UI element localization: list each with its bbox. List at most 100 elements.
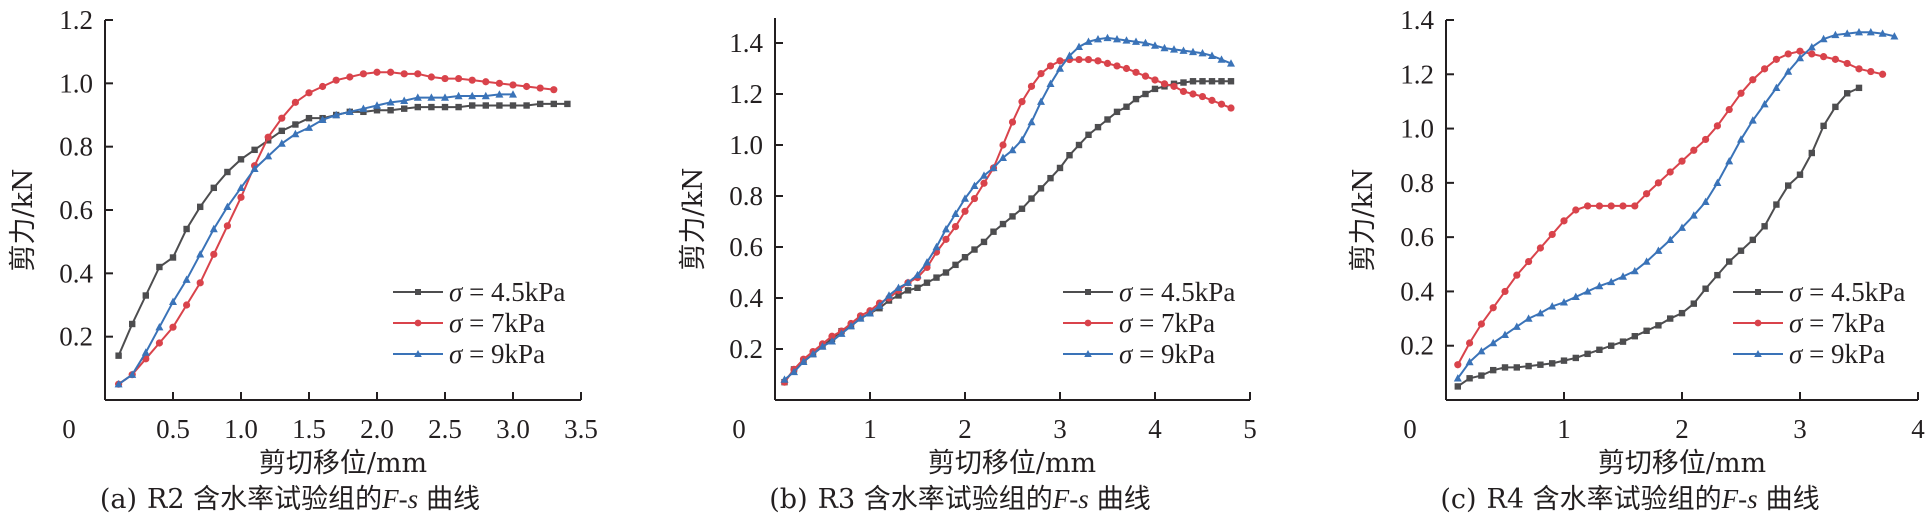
triangle-marker xyxy=(277,139,286,147)
triangle-marker xyxy=(1701,197,1710,206)
caption-text: R2 含水率试验组的 xyxy=(147,484,382,515)
square-marker xyxy=(1208,78,1216,85)
circle-marker xyxy=(536,84,544,92)
triangle-marker xyxy=(223,202,232,211)
square-marker xyxy=(1009,213,1016,220)
circle-marker xyxy=(1198,92,1207,101)
square-marker xyxy=(1808,149,1815,157)
square-marker xyxy=(564,100,571,108)
triangle-marker xyxy=(441,93,449,101)
circle-marker xyxy=(1725,105,1733,114)
square-marker xyxy=(1085,289,1091,295)
triangle-marker xyxy=(1160,43,1169,52)
circle-marker xyxy=(1489,304,1497,312)
square-marker xyxy=(1490,366,1497,374)
triangle-marker xyxy=(980,171,988,179)
circle-marker xyxy=(1607,202,1615,210)
triangle-marker xyxy=(1046,79,1055,87)
square-marker xyxy=(441,103,449,111)
square-marker xyxy=(251,146,258,154)
square-marker xyxy=(971,246,978,253)
circle-marker xyxy=(1713,122,1721,130)
y-tick-label: 0.4 xyxy=(59,258,93,288)
triangle-marker xyxy=(1037,97,1045,105)
square-marker xyxy=(1199,78,1206,85)
x-tick-label: 0 xyxy=(1403,414,1417,444)
triangle-marker xyxy=(1666,235,1675,244)
circle-marker xyxy=(1056,57,1064,65)
triangle-marker xyxy=(1453,374,1462,382)
x-tick-label: 3.0 xyxy=(496,414,530,444)
triangle-marker xyxy=(1179,46,1188,54)
square-marker xyxy=(990,228,997,235)
triangle-marker xyxy=(1170,45,1178,53)
x-axis-title: 剪切移位/mm xyxy=(1598,448,1766,479)
triangle-marker xyxy=(454,91,463,100)
triangle-marker xyxy=(1018,135,1026,144)
triangle-marker xyxy=(264,151,273,160)
y-tick-label: 1.4 xyxy=(729,28,763,58)
square-marker xyxy=(1844,90,1851,97)
square-marker xyxy=(1066,152,1073,159)
square-marker xyxy=(1227,78,1235,85)
square-marker xyxy=(1037,185,1045,192)
legend-value: = 9kPa xyxy=(462,339,545,369)
circle-marker xyxy=(1831,55,1839,63)
triangle-marker xyxy=(1725,156,1734,165)
square-marker xyxy=(169,254,177,261)
triangle-marker xyxy=(155,322,164,331)
triangle-marker xyxy=(1113,34,1121,43)
x-axis-title: 剪切移位/mm xyxy=(928,448,1096,479)
triangle-marker xyxy=(400,96,409,104)
square-marker xyxy=(537,100,544,108)
square-marker xyxy=(1749,236,1756,244)
circle-marker xyxy=(1536,244,1544,252)
circle-marker xyxy=(332,76,340,84)
triangle-marker xyxy=(894,283,903,291)
circle-marker xyxy=(1796,47,1804,55)
triangle-marker xyxy=(414,350,422,357)
circle-marker xyxy=(1103,59,1112,67)
square-marker xyxy=(1085,131,1092,138)
triangle-marker xyxy=(1084,350,1092,357)
square-marker xyxy=(923,279,931,286)
circle-marker xyxy=(1037,70,1045,78)
x-tick-label: 1 xyxy=(863,414,877,444)
square-marker xyxy=(1028,195,1035,202)
triangle-marker xyxy=(373,101,381,109)
square-marker xyxy=(1678,309,1686,317)
circle-marker xyxy=(223,222,231,230)
square-marker xyxy=(1151,85,1159,93)
triangle-marker xyxy=(790,367,798,376)
square-marker xyxy=(401,105,408,112)
triangle-marker xyxy=(989,163,998,172)
triangle-marker xyxy=(1760,99,1769,108)
x-tick-label: 4 xyxy=(1148,414,1162,444)
triangle-marker xyxy=(885,291,893,299)
square-marker xyxy=(1655,322,1662,329)
y-tick-label: 0.2 xyxy=(729,334,763,364)
square-marker xyxy=(387,107,394,114)
circle-marker xyxy=(495,79,503,87)
triangle-marker xyxy=(1132,37,1140,45)
circle-marker xyxy=(951,223,960,231)
x-axis-title: 剪切移位/mm xyxy=(259,448,427,479)
triangle-marker xyxy=(1548,302,1557,310)
x-tick-label: 2 xyxy=(1675,414,1689,444)
y-tick-label: 0.4 xyxy=(729,283,763,313)
x-tick-label: 1.0 xyxy=(224,414,258,444)
x-tick-label: 0 xyxy=(62,414,76,444)
square-marker xyxy=(1180,79,1187,86)
panel-caption: (a) R2 含水率试验组的F-s 曲线 xyxy=(100,484,480,515)
circle-marker xyxy=(1548,230,1556,239)
square-marker xyxy=(115,352,122,359)
triangle-marker xyxy=(799,357,808,365)
square-marker xyxy=(1525,362,1532,370)
triangle-marker xyxy=(1208,51,1216,59)
circle-marker xyxy=(980,179,988,187)
legend-label: σ = 4.5kPa xyxy=(1119,277,1235,307)
